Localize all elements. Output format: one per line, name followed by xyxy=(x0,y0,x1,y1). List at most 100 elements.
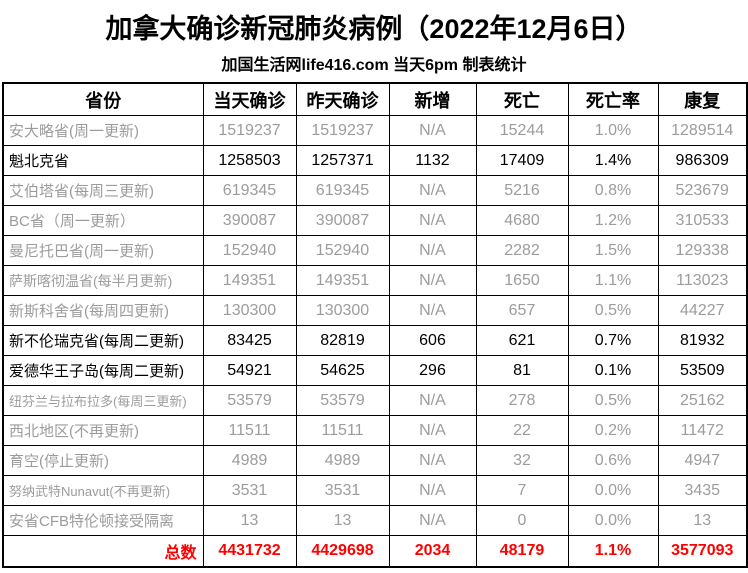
value-cell: 278 xyxy=(475,385,569,416)
table-row: BC省（周一更新） 390087 390087 N/A 4680 1.2% 310533 xyxy=(2,205,748,236)
value-cell: 13 xyxy=(295,505,390,536)
value-cell: 523679 xyxy=(657,175,748,206)
value-cell: 0.5% xyxy=(567,385,659,416)
value-cell: 1.0% xyxy=(567,115,659,146)
value-cell: 0.6% xyxy=(567,445,659,476)
province-name-cell: 安省CFB特伦顿接受隔离 xyxy=(2,505,204,536)
value-cell: 53579 xyxy=(202,385,297,416)
value-cell: 0.0% xyxy=(567,475,659,506)
page-subtitle: 加国生活网life416.com 当天6pm 制表统计 xyxy=(221,57,527,74)
value-cell: 1519237 xyxy=(295,115,390,146)
value-cell: 296 xyxy=(388,355,477,386)
value-cell: 22 xyxy=(475,415,569,446)
table-row: 曼尼托巴省(周一更新) 152940 152940 N/A 2282 1.5% 129338 xyxy=(2,235,748,266)
value-cell: 621 xyxy=(475,325,569,356)
value-cell: N/A xyxy=(388,445,477,476)
value-cell: 32 xyxy=(475,445,569,476)
table-row: 魁北克省 1258503 1257371 1132 17409 1.4% 986309 xyxy=(2,145,748,176)
value-cell: 657 xyxy=(475,295,569,326)
value-cell: 0.8% xyxy=(567,175,659,206)
value-cell: 4947 xyxy=(657,445,748,476)
value-cell: 0.0% xyxy=(567,505,659,536)
table-row: 努纳武特Nunavut(不再更新) 3531 3531 N/A 7 0.0% 3435 xyxy=(2,475,748,506)
province-name-cell: 安大略省(周一更新) xyxy=(2,115,204,146)
value-cell: 113023 xyxy=(657,265,748,296)
value-cell: 3531 xyxy=(295,475,390,506)
table-body: 安大略省(周一更新) 1519237 1519237 N/A 15244 1.0% 1289… xyxy=(2,115,748,568)
province-name-cell: 魁北克省 xyxy=(2,145,204,176)
table-row: 萨斯喀彻温省(每半月更新) 149351 149351 N/A 1650 1.1% 1130… xyxy=(2,265,748,296)
header-row: 省份 当天确诊 昨天确诊 新增 死亡 死亡率 康复 xyxy=(2,82,748,116)
value-cell: 53579 xyxy=(295,385,390,416)
value-cell: 4429698 xyxy=(295,535,390,568)
value-cell: 1.5% xyxy=(567,235,659,266)
province-name-cell: 曼尼托巴省(周一更新) xyxy=(2,235,204,266)
value-cell: 1132 xyxy=(388,145,477,176)
value-cell: 1.1% xyxy=(567,265,659,296)
table-row: 纽芬兰与拉布拉多(每周三更新) 53579 53579 N/A 278 0.5% 25162 xyxy=(2,385,748,416)
value-cell: 83425 xyxy=(202,325,297,356)
province-name-cell: BC省（周一更新） xyxy=(2,205,204,236)
table-row: 育空(停止更新) 4989 4989 N/A 32 0.6% 4947 xyxy=(2,445,748,476)
column-header: 省份 xyxy=(2,82,204,116)
value-cell: 1.4% xyxy=(567,145,659,176)
page-title: 加拿大确诊新冠肺炎病例（2022年12月6日） xyxy=(105,14,643,44)
value-cell: 2282 xyxy=(475,235,569,266)
value-cell: 11511 xyxy=(202,415,297,446)
value-cell: 1.1% xyxy=(567,535,659,568)
table-row: 爱德华王子岛(每周二更新) 54921 54625 296 81 0.1% 53509 xyxy=(2,355,748,386)
column-header: 康复 xyxy=(657,82,748,116)
province-name-cell: 纽芬兰与拉布拉多(每周三更新) xyxy=(2,385,204,416)
value-cell: 13 xyxy=(202,505,297,536)
province-name-cell: 爱德华王子岛(每周二更新) xyxy=(2,355,204,386)
value-cell: N/A xyxy=(388,265,477,296)
value-cell: N/A xyxy=(388,175,477,206)
province-name-cell: 育空(停止更新) xyxy=(2,445,204,476)
value-cell: 619345 xyxy=(295,175,390,206)
value-cell: 7 xyxy=(475,475,569,506)
value-cell: 53509 xyxy=(657,355,748,386)
province-name-cell: 艾伯塔省(每周三更新) xyxy=(2,175,204,206)
value-cell: N/A xyxy=(388,385,477,416)
value-cell: 149351 xyxy=(202,265,297,296)
value-cell: 390087 xyxy=(202,205,297,236)
value-cell: N/A xyxy=(388,295,477,326)
value-cell: 310533 xyxy=(657,205,748,236)
value-cell: 149351 xyxy=(295,265,390,296)
covid-stats-table: 省份 当天确诊 昨天确诊 新增 死亡 死亡率 康复 安大略省(周一更新) 1519237 151… xyxy=(2,82,748,568)
value-cell: 130300 xyxy=(202,295,297,326)
total-row: 总数 4431732 4429698 2034 48179 1.1% 3577093 xyxy=(2,535,748,568)
province-name-cell: 努纳武特Nunavut(不再更新) xyxy=(2,475,204,506)
value-cell: 1.2% xyxy=(567,205,659,236)
value-cell: 1519237 xyxy=(202,115,297,146)
value-cell: 54625 xyxy=(295,355,390,386)
value-cell: 3435 xyxy=(657,475,748,506)
column-header: 死亡 xyxy=(475,82,569,116)
value-cell: 4989 xyxy=(295,445,390,476)
value-cell: 82819 xyxy=(295,325,390,356)
province-name-cell: 新斯科舍省(每周四更新) xyxy=(2,295,204,326)
value-cell: 619345 xyxy=(202,175,297,206)
province-name-cell: 萨斯喀彻温省(每半月更新) xyxy=(2,265,204,296)
value-cell: 48179 xyxy=(475,535,569,568)
table-row: 安省CFB特伦顿接受隔离 13 13 N/A 0 0.0% 13 xyxy=(2,505,748,536)
table-row: 新斯科舍省(每周四更新) 130300 130300 N/A 657 0.5% 44227 xyxy=(2,295,748,326)
column-header: 当天确诊 xyxy=(202,82,297,116)
value-cell: 5216 xyxy=(475,175,569,206)
value-cell: N/A xyxy=(388,475,477,506)
value-cell: 1258503 xyxy=(202,145,297,176)
value-cell: 0.5% xyxy=(567,295,659,326)
province-name-cell: 新不伦瑞克省(每周二更新) xyxy=(2,325,204,356)
value-cell: 15244 xyxy=(475,115,569,146)
province-name-cell: 西北地区(不再更新) xyxy=(2,415,204,446)
column-header: 新增 xyxy=(388,82,477,116)
value-cell: 0.2% xyxy=(567,415,659,446)
value-cell: N/A xyxy=(388,115,477,146)
value-cell: N/A xyxy=(388,205,477,236)
value-cell: 152940 xyxy=(202,235,297,266)
value-cell: N/A xyxy=(388,505,477,536)
table-row: 西北地区(不再更新) 11511 11511 N/A 22 0.2% 11472 xyxy=(2,415,748,446)
value-cell: 3577093 xyxy=(657,535,748,568)
total-label: 总数 xyxy=(2,535,204,568)
